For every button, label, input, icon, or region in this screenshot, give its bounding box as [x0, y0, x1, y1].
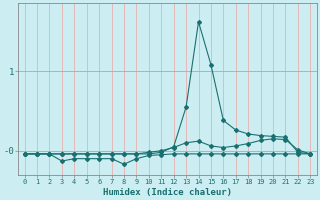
X-axis label: Humidex (Indice chaleur): Humidex (Indice chaleur) [103, 188, 232, 197]
